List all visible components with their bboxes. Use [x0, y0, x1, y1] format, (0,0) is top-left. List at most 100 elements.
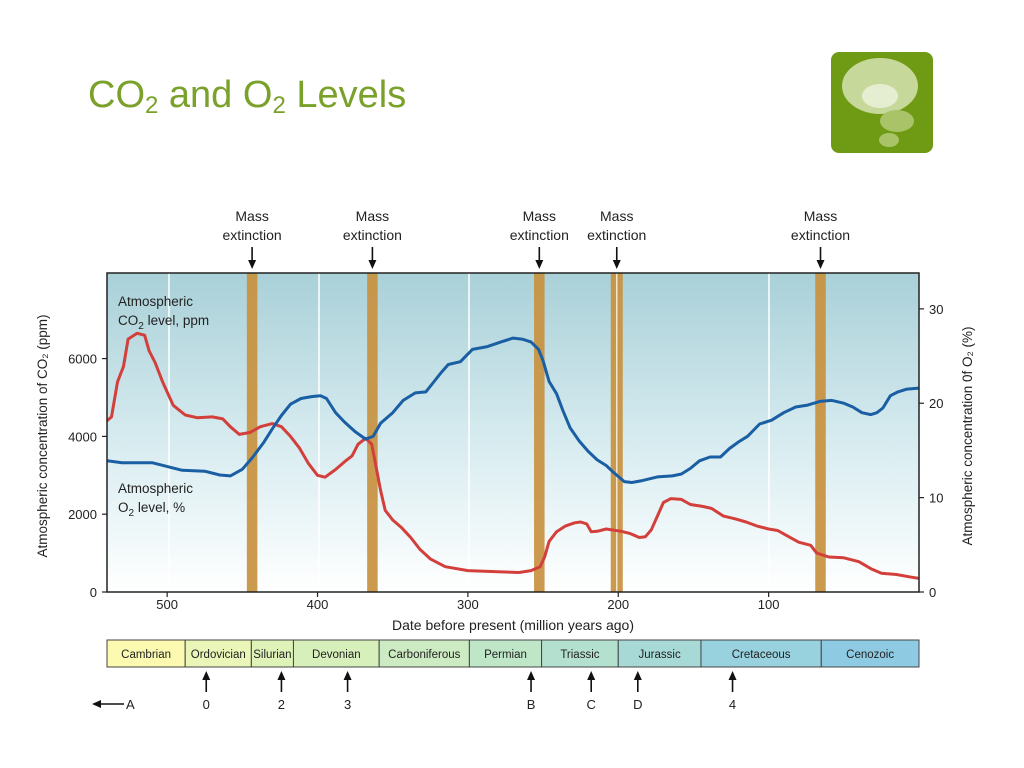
right-axis-ticks: 0 10 20 30 [919, 302, 943, 600]
period-cell [617, 639, 702, 668]
x-tick-label: 300 [457, 597, 479, 612]
extinction-labels: Mass extinction Mass extinction Mass extincti… [223, 208, 850, 269]
right-tick-label: 20 [929, 396, 943, 411]
extinction-label-line1: Mass [523, 208, 556, 224]
marker-arrow-head [202, 671, 211, 680]
period-cell [700, 639, 822, 668]
extinction-label-line1: Mass [804, 208, 837, 224]
plot-frame [106, 272, 920, 593]
title-text-levels: Levels [285, 74, 407, 116]
o2-label-line2: O2 level, % [118, 500, 185, 519]
marker-arrow-head [277, 671, 286, 680]
period-cell [468, 639, 543, 668]
extinction-band [534, 273, 545, 592]
x-tick-label: 100 [758, 597, 780, 612]
left-tick-label: 0 [90, 585, 97, 600]
marker-label: 3 [344, 697, 351, 712]
co2-label-rest: level, ppm [144, 313, 209, 328]
extinction-band [367, 273, 378, 592]
x-axis-label: Date before present (million years ago) [392, 617, 634, 633]
marker-arrow-head [343, 671, 352, 680]
period-cell [250, 639, 294, 668]
period-label: Silurian [253, 649, 291, 661]
o2-label-o: O [118, 500, 129, 515]
right-axis-label: Atmospheric concentration 0f O₂ (%) [960, 326, 975, 545]
extinction-label-line1: Mass [356, 208, 389, 224]
marker-label: C [586, 697, 595, 712]
right-tick-label: 30 [929, 302, 943, 317]
left-tick-label: 4000 [68, 429, 97, 444]
page-title: CO2 and O2 Levels [88, 74, 406, 120]
period-cell [378, 639, 470, 668]
marker-label: D [633, 697, 642, 712]
marker-label: 2 [278, 697, 285, 712]
co2-series-label: Atmospheric CO2 level, ppm [118, 294, 209, 332]
extinction-label-line2: extinction [510, 227, 569, 243]
o2-label-rest: level, % [134, 500, 185, 515]
title-subscript-2: 2 [145, 92, 159, 119]
extinction-label-line2: extinction [791, 227, 850, 243]
left-axis-label: Atmospheric concentration of CO₂ (ppm) [35, 314, 50, 557]
period-markers: 0 2 3 B C D 4 [202, 671, 737, 712]
marker-label: B [527, 697, 536, 712]
right-tick-label: 10 [929, 491, 943, 506]
x-tick-label: 500 [156, 597, 178, 612]
o2-series-line [107, 336, 919, 484]
right-tick-label: 0 [929, 585, 936, 600]
co2-label-sub: 2 [138, 321, 144, 332]
plot-white-lines [168, 273, 770, 592]
extinction-arrow-head [816, 260, 825, 269]
co2-label-co: CO [118, 313, 138, 328]
left-axis-ticks: 0 2000 4000 6000 [68, 352, 107, 600]
marker-label: 4 [729, 697, 736, 712]
period-cell [184, 639, 252, 668]
x-axis-ticks: 500 400 300 200 100 [156, 592, 779, 612]
period-cell [820, 639, 920, 668]
co2-label-line2: CO2 level, ppm [118, 313, 209, 332]
marker-arrow-head [587, 671, 596, 680]
period-label: Cenozoic [846, 649, 894, 661]
geologic-period-bar: Cambrian Ordovician Silurian Devonian Carbon… [106, 639, 920, 668]
left-tick-label: 2000 [68, 507, 97, 522]
series-lines [107, 331, 919, 580]
title-subscript-2b: 2 [272, 92, 286, 119]
thought-bubble-icon [831, 52, 933, 153]
title-text-co: CO [88, 74, 145, 116]
extinction-arrow-head [248, 260, 257, 269]
co2-series-line [107, 331, 919, 580]
left-tick-label: 6000 [68, 352, 97, 367]
period-label: Permian [484, 649, 527, 661]
period-label: Triassic [560, 649, 599, 661]
extinction-label-line2: extinction [223, 227, 282, 243]
x-tick-label: 400 [307, 597, 329, 612]
extinction-arrow-head [612, 260, 621, 269]
period-cell [292, 639, 380, 668]
period-label: Cambrian [121, 649, 171, 661]
co2-label-line1: Atmospheric [118, 294, 193, 309]
marker-arrow-head [728, 671, 737, 680]
marker-label: 0 [203, 697, 210, 712]
o2-label-line1: Atmospheric [118, 481, 193, 496]
extinction-label-line1: Mass [600, 208, 633, 224]
o2-series-label: Atmospheric O2 level, % [118, 481, 193, 519]
period-label: Carboniferous [388, 649, 460, 661]
o2-label-sub: 2 [129, 508, 135, 519]
extinction-arrow-head [368, 260, 377, 269]
marker-a-label: A [126, 697, 135, 712]
extinction-arrow-head [535, 260, 544, 269]
extinction-label-line2: extinction [587, 227, 646, 243]
extinction-label-line1: Mass [235, 208, 268, 224]
marker-a: A [92, 697, 135, 712]
extinction-band [815, 273, 826, 592]
period-cell [106, 639, 186, 668]
period-label: Jurassic [639, 649, 681, 661]
plot-background [107, 273, 919, 592]
marker-arrow-head [527, 671, 536, 680]
period-label: Devonian [312, 649, 361, 661]
extinction-label-line2: extinction [343, 227, 402, 243]
title-text-and-o: and O [158, 74, 273, 116]
period-label: Ordovician [191, 649, 246, 661]
x-tick-label: 200 [607, 597, 629, 612]
marker-arrow-head [633, 671, 642, 680]
